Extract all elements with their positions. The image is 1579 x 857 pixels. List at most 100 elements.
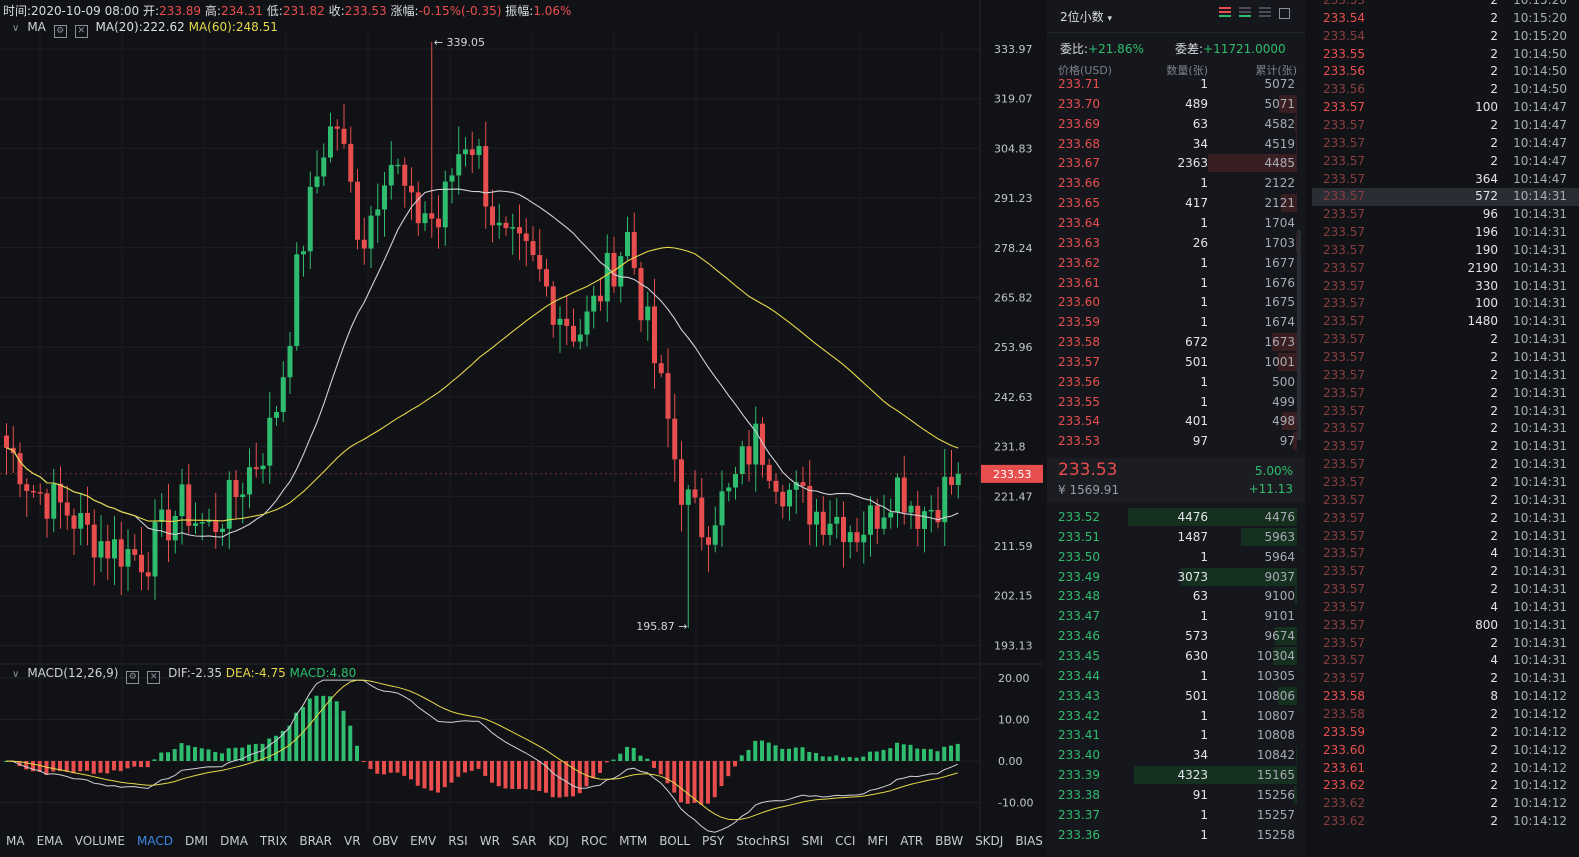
trade-row[interactable]: 233.57 2 10:14:31: [1312, 581, 1579, 599]
trade-row[interactable]: 233.58 2 10:14:12: [1312, 706, 1579, 724]
trade-row[interactable]: 233.57 196 10:14:31: [1312, 224, 1579, 242]
trade-row[interactable]: 233.58 8 10:14:12: [1312, 688, 1579, 706]
collapse-chevron-icon[interactable]: ∨: [12, 23, 20, 34]
indicator-tab-wr[interactable]: WR: [479, 834, 500, 848]
trade-row[interactable]: 233.57 2 10:14:47: [1312, 117, 1579, 135]
trade-row[interactable]: 233.57 2 10:14:31: [1312, 528, 1579, 546]
trade-row[interactable]: 233.57 1480 10:14:31: [1312, 313, 1579, 331]
indicator-tab-mfi[interactable]: MFI: [867, 834, 889, 848]
trade-row[interactable]: 233.53 2 10:15:20: [1312, 0, 1579, 10]
book-bids-view-icon[interactable]: [1239, 7, 1251, 19]
indicator-tab-psy[interactable]: PSY: [702, 834, 725, 848]
indicator-tab-boll[interactable]: BOLL: [659, 834, 691, 848]
book-both-view-icon[interactable]: [1219, 7, 1231, 19]
ask-row[interactable]: 233.59 1 1674: [1047, 312, 1305, 332]
ask-row[interactable]: 233.64 1 1704: [1047, 213, 1305, 233]
trade-row[interactable]: 233.57 364 10:14:47: [1312, 171, 1579, 189]
indicator-tab-dma[interactable]: DMA: [220, 834, 248, 848]
indicator-tab-ma[interactable]: MA: [6, 834, 25, 848]
ask-row[interactable]: 233.53 97 97: [1047, 431, 1305, 451]
trade-row[interactable]: 233.54 2 10:15:20: [1312, 28, 1579, 46]
book-asks-view-icon[interactable]: [1259, 7, 1271, 19]
trade-row[interactable]: 233.57 2 10:14:31: [1312, 331, 1579, 349]
ask-row[interactable]: 233.63 26 1703: [1047, 233, 1305, 253]
bid-row[interactable]: 233.48 63 9100: [1047, 586, 1305, 606]
close-icon[interactable]: ✕: [74, 25, 88, 38]
indicator-tab-kdj[interactable]: KDJ: [548, 834, 569, 848]
indicator-tab-rsi[interactable]: RSI: [448, 834, 468, 848]
trade-row[interactable]: 233.57 4 10:14:31: [1312, 599, 1579, 617]
trade-row[interactable]: 233.57 4 10:14:31: [1312, 652, 1579, 670]
trade-row[interactable]: 233.57 96 10:14:31: [1312, 206, 1579, 224]
bid-row[interactable]: 233.43 501 10806: [1047, 686, 1305, 706]
trade-row[interactable]: 233.57 2 10:14:31: [1312, 563, 1579, 581]
trade-row[interactable]: 233.57 572 10:14:31: [1312, 188, 1579, 207]
indicator-tab-ema[interactable]: EMA: [36, 834, 63, 848]
trade-row[interactable]: 233.57 2190 10:14:31: [1312, 260, 1579, 278]
ask-row[interactable]: 233.61 1 1676: [1047, 273, 1305, 293]
indicator-tab-sar[interactable]: SAR: [511, 834, 537, 848]
trade-row[interactable]: 233.57 2 10:14:31: [1312, 510, 1579, 528]
trade-row[interactable]: 233.57 2 10:14:31: [1312, 385, 1579, 403]
ask-row[interactable]: 233.65 417 2121: [1047, 193, 1305, 213]
trade-row[interactable]: 233.57 2 10:14:31: [1312, 403, 1579, 421]
ask-row[interactable]: 233.69 63 4582: [1047, 114, 1305, 134]
scrollbar[interactable]: [1297, 230, 1301, 440]
trade-row[interactable]: 233.55 2 10:14:50: [1312, 46, 1579, 64]
ask-row[interactable]: 233.70 489 5071: [1047, 94, 1305, 114]
trade-row[interactable]: 233.57 190 10:14:31: [1312, 242, 1579, 260]
trade-row[interactable]: 233.57 2 10:14:31: [1312, 635, 1579, 653]
trade-row[interactable]: 233.62 2 10:14:12: [1312, 777, 1579, 795]
ask-row[interactable]: 233.57 501 1001: [1047, 352, 1305, 372]
bid-row[interactable]: 233.36 1 15258: [1047, 825, 1305, 845]
bid-row[interactable]: 233.47 1 9101: [1047, 606, 1305, 626]
bid-row[interactable]: 233.40 34 10842: [1047, 745, 1305, 765]
trade-row[interactable]: 233.56 2 10:14:50: [1312, 81, 1579, 99]
trade-row[interactable]: 233.57 2 10:14:31: [1312, 420, 1579, 438]
ask-row[interactable]: 233.54 401 498: [1047, 411, 1305, 431]
bid-row[interactable]: 233.37 1 15257: [1047, 805, 1305, 825]
bid-row[interactable]: 233.39 4323 15165: [1047, 765, 1305, 785]
ask-row[interactable]: 233.56 1 500: [1047, 372, 1305, 392]
trade-row[interactable]: 233.57 2 10:14:31: [1312, 492, 1579, 510]
indicator-tab-mtm[interactable]: MTM: [619, 834, 648, 848]
indicator-tab-obv[interactable]: OBV: [372, 834, 399, 848]
indicator-tab-emv[interactable]: EMV: [410, 834, 437, 848]
bid-row[interactable]: 233.44 1 10305: [1047, 666, 1305, 686]
indicator-tab-dmi[interactable]: DMI: [184, 834, 209, 848]
indicator-tab-bias[interactable]: BIAS: [1015, 834, 1043, 848]
trade-row[interactable]: 233.57 100 10:14:31: [1312, 295, 1579, 313]
trade-row[interactable]: 233.57 2 10:14:47: [1312, 135, 1579, 153]
trade-row[interactable]: 233.57 2 10:14:31: [1312, 474, 1579, 492]
indicator-tab-cci[interactable]: CCI: [835, 834, 856, 848]
indicator-tab-stochrsi[interactable]: StochRSI: [736, 834, 790, 848]
ask-row[interactable]: 233.67 2363 4485: [1047, 153, 1305, 173]
trade-row[interactable]: 233.57 2 10:14:31: [1312, 456, 1579, 474]
indicator-tab-brar[interactable]: BRAR: [299, 834, 332, 848]
indicator-tab-volume[interactable]: VOLUME: [74, 834, 125, 848]
settings-icon[interactable]: ⚙: [126, 671, 140, 684]
indicator-tab-skdj[interactable]: SKDJ: [975, 834, 1004, 848]
trade-row[interactable]: 233.57 800 10:14:31: [1312, 617, 1579, 635]
indicator-tab-smi[interactable]: SMI: [801, 834, 824, 848]
bid-row[interactable]: 233.49 3073 9037: [1047, 567, 1305, 587]
trade-row[interactable]: 233.57 2 10:14:31: [1312, 438, 1579, 456]
ask-row[interactable]: 233.71 1 5072: [1047, 74, 1305, 94]
indicator-tab-macd[interactable]: MACD: [136, 834, 173, 848]
bid-row[interactable]: 233.38 91 15256: [1047, 785, 1305, 805]
trade-row[interactable]: 233.62 2 10:14:12: [1312, 813, 1579, 831]
expand-icon[interactable]: [1279, 8, 1290, 19]
trade-row[interactable]: 233.57 330 10:14:31: [1312, 278, 1579, 296]
indicator-tab-trix[interactable]: TRIX: [259, 834, 288, 848]
ask-row[interactable]: 233.58 672 1673: [1047, 332, 1305, 352]
trade-row[interactable]: 233.57 2 10:14:31: [1312, 367, 1579, 385]
ask-row[interactable]: 233.55 1 499: [1047, 392, 1305, 412]
close-icon[interactable]: ✕: [147, 671, 161, 684]
trade-row[interactable]: 233.56 2 10:14:50: [1312, 63, 1579, 81]
ask-row[interactable]: 233.60 1 1675: [1047, 292, 1305, 312]
trade-row[interactable]: 233.57 2 10:14:31: [1312, 349, 1579, 367]
trade-row[interactable]: 233.60 2 10:14:12: [1312, 742, 1579, 760]
bid-row[interactable]: 233.41 1 10808: [1047, 725, 1305, 745]
trade-row[interactable]: 233.61 2 10:14:12: [1312, 760, 1579, 778]
trade-row[interactable]: 233.57 4 10:14:31: [1312, 545, 1579, 563]
